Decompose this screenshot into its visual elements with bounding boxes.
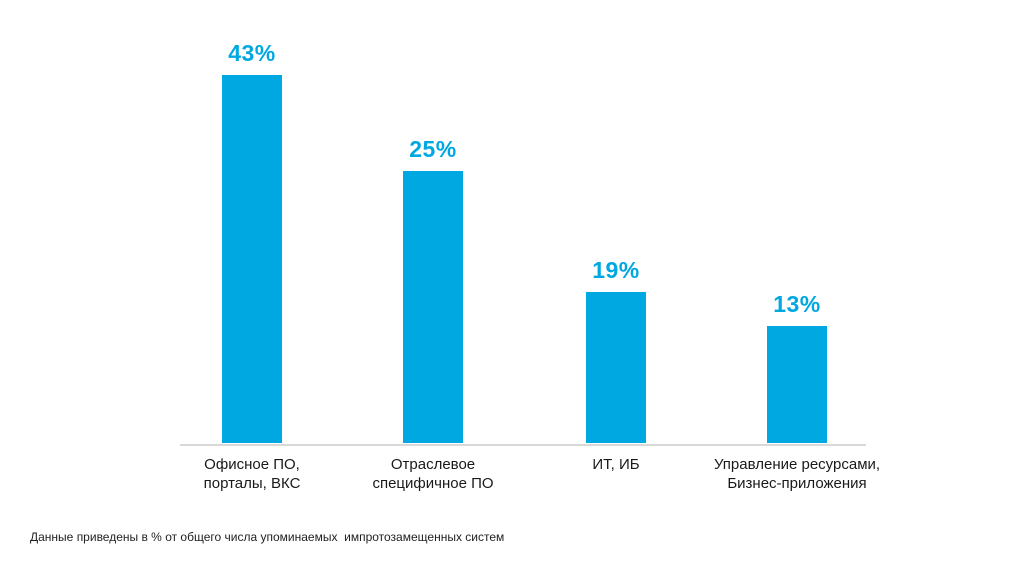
bar-value-label: 19% [592, 257, 640, 283]
bar-value-label: 25% [409, 136, 457, 162]
bar [767, 326, 827, 443]
category-label: Офисное ПО, порталы, ВКС [203, 456, 301, 492]
category-label: Управление ресурсами, Бизнес-приложения [713, 456, 881, 492]
bar [222, 75, 282, 443]
bar [403, 171, 463, 443]
bar-value-label: 13% [773, 291, 821, 317]
x-axis-line [180, 444, 866, 446]
category-label: ИТ, ИБ [592, 456, 640, 473]
category-label: Отраслевое специфичное ПО [372, 456, 494, 492]
footnote: Данные приведены в % от общего числа упо… [30, 530, 505, 544]
bar-value-label: 43% [228, 40, 276, 66]
bar [586, 292, 646, 443]
